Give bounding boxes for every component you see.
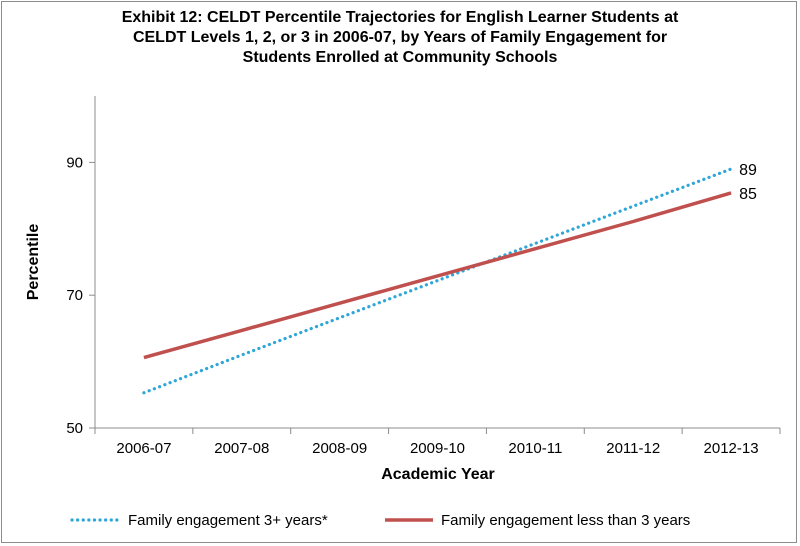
legend-entry-2: Family engagement less than 3 years: [385, 512, 690, 529]
chart-title-line-3: Students Enrolled at Community Schools: [242, 49, 558, 66]
chart-title: Exhibit 12: CELDT Percentile Trajectorie…: [60, 8, 740, 68]
x-tick-label: 2012-13: [704, 440, 759, 457]
series-line-2: [143, 191, 732, 360]
x-tick-label: 2007-08: [214, 440, 269, 457]
series-line-1: [142, 167, 733, 395]
y-tick-label: 90: [66, 154, 83, 171]
axes: [89, 96, 781, 434]
x-tick-label: 2008-09: [312, 440, 367, 457]
x-tick-label: 2010-11: [508, 440, 562, 457]
chart-title-line-1: Exhibit 12: CELDT Percentile Trajectorie…: [121, 9, 679, 26]
legend-label-2: Family engagement less than 3 years: [441, 512, 690, 529]
legend-entry-1: Family engagement 3+ years*: [70, 512, 328, 529]
x-tick-label: 2006-07: [116, 440, 171, 457]
y-tick-label: 70: [66, 287, 83, 304]
x-axis-title: Academic Year: [381, 466, 495, 483]
series-layer: [142, 167, 733, 395]
tick-labels: 50 70 90 2006-07 2007-08 2008-09 2009-10 2010-1…: [66, 154, 758, 457]
x-tick-label: 2009-10: [410, 440, 465, 457]
legend: Family engagement 3+ years* Family engage…: [70, 512, 690, 529]
chart-title-line-2: CELDT Levels 1, 2, or 3 in 2006-07, by Y…: [132, 29, 668, 46]
y-axis-title: Percentile: [25, 224, 42, 301]
end-label-series-2: 85: [739, 186, 757, 203]
end-label-series-1: 89: [739, 162, 757, 179]
legend-label-1: Family engagement 3+ years*: [128, 512, 328, 529]
y-tick-label: 50: [66, 420, 83, 437]
x-tick-label: 2011-12: [606, 440, 660, 457]
